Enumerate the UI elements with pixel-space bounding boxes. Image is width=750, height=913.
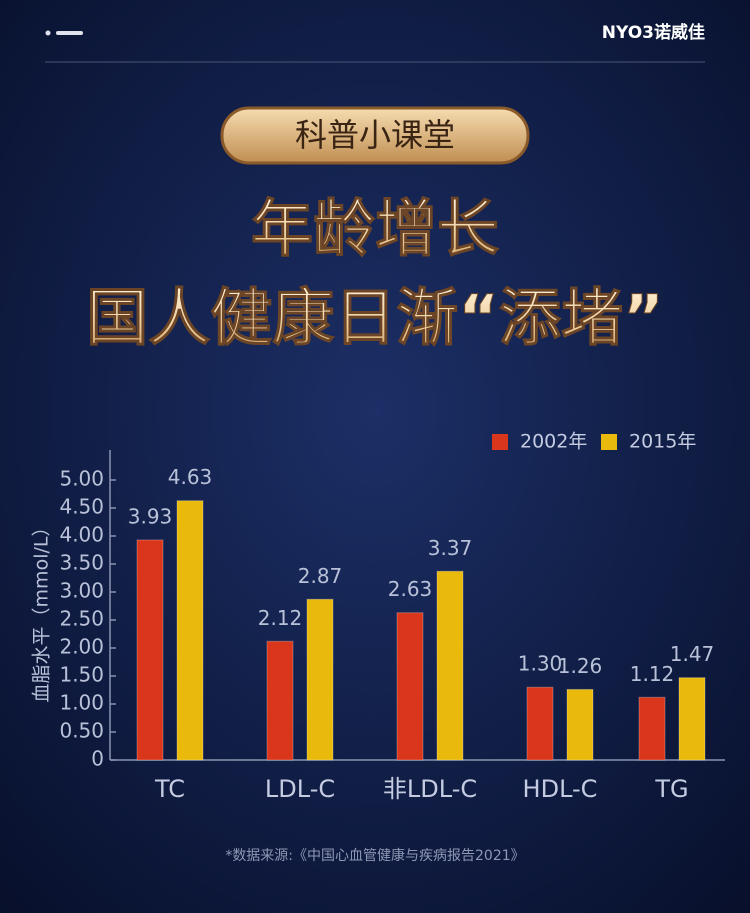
value-label: 2.87 xyxy=(298,564,343,588)
bar xyxy=(306,598,334,761)
y-tick-label: 2.00 xyxy=(59,635,104,659)
bar xyxy=(526,686,554,761)
legend-swatch xyxy=(492,434,508,450)
legend-label: 2015年 xyxy=(629,431,696,453)
value-label: 1.26 xyxy=(558,654,603,678)
bar xyxy=(566,688,594,761)
y-tick-label: 1.50 xyxy=(59,663,104,687)
value-label: 1.30 xyxy=(518,652,563,676)
badge: 科普小课堂 xyxy=(295,116,455,154)
decor-dot xyxy=(45,30,51,36)
headline: 年龄增长 xyxy=(251,192,499,265)
bar xyxy=(266,640,294,761)
x-tick-label: TC xyxy=(154,775,185,803)
y-axis-label: 血脂水平（mmol/L） xyxy=(31,518,53,703)
value-label: 3.93 xyxy=(128,504,173,528)
value-label: 2.63 xyxy=(388,577,433,601)
y-tick-label: 5.00 xyxy=(59,467,104,491)
brand: NYO3诺威佳 xyxy=(602,22,705,43)
y-tick-label: 4.50 xyxy=(59,495,104,519)
x-tick-label: TG xyxy=(654,775,688,803)
y-tick-label: 4.00 xyxy=(59,523,104,547)
x-tick-label: LDL-C xyxy=(265,775,335,803)
legend-swatch xyxy=(601,434,617,450)
y-tick-label: 0 xyxy=(91,747,104,771)
value-label: 1.12 xyxy=(630,662,675,686)
bar xyxy=(176,500,204,761)
bar xyxy=(678,677,706,761)
x-tick-label: HDL-C xyxy=(523,775,598,803)
value-label: 4.63 xyxy=(168,465,213,489)
x-tick-label: 非LDL-C xyxy=(383,775,477,803)
bar xyxy=(136,539,164,761)
y-tick-label: 1.00 xyxy=(59,691,104,715)
y-tick-label: 3.00 xyxy=(59,579,104,603)
bar xyxy=(396,612,424,761)
bar xyxy=(436,570,464,761)
value-label: 3.37 xyxy=(428,536,473,560)
y-tick-label: 2.50 xyxy=(59,607,104,631)
value-label: 2.12 xyxy=(258,606,303,630)
headline: 国人健康日渐“添堵” xyxy=(86,281,664,354)
legend-label: 2002年 xyxy=(520,431,587,453)
badge-bg xyxy=(220,106,530,165)
y-tick-label: 0.50 xyxy=(59,719,104,743)
source: *数据来源:《中国心血管健康与疾病报告2021》 xyxy=(225,847,524,864)
decor-bar xyxy=(56,31,83,35)
y-tick-label: 3.50 xyxy=(59,551,104,575)
bar xyxy=(638,696,666,761)
value-label: 1.47 xyxy=(670,642,715,666)
